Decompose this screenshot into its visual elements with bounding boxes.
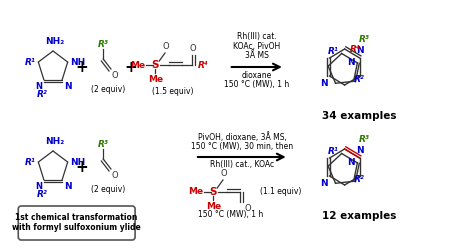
Text: Me: Me xyxy=(148,75,163,84)
Text: R³: R³ xyxy=(98,40,109,49)
Text: R²: R² xyxy=(36,90,47,99)
Text: 1st chemical transformation: 1st chemical transformation xyxy=(15,213,137,223)
Text: PivOH, dioxane, 3Å MS,: PivOH, dioxane, 3Å MS, xyxy=(198,132,287,142)
Text: S: S xyxy=(152,60,159,70)
Text: Me: Me xyxy=(206,202,221,211)
Text: R³: R³ xyxy=(359,135,370,144)
Text: NH: NH xyxy=(71,57,86,67)
Text: (2 equiv): (2 equiv) xyxy=(91,85,125,94)
Text: (1.5 equiv): (1.5 equiv) xyxy=(152,87,193,96)
Text: N: N xyxy=(64,82,72,91)
Text: N: N xyxy=(35,82,42,91)
Text: R³: R³ xyxy=(98,140,109,149)
Text: R³: R³ xyxy=(359,35,370,44)
Text: NH: NH xyxy=(71,158,86,167)
Text: 150 °C (MW), 1 h: 150 °C (MW), 1 h xyxy=(198,209,263,218)
Text: O: O xyxy=(190,44,196,53)
Text: +: + xyxy=(76,59,88,75)
Text: Rh(III) cat.: Rh(III) cat. xyxy=(237,33,277,42)
Text: S: S xyxy=(210,187,217,197)
Text: O: O xyxy=(220,169,227,178)
Text: R¹: R¹ xyxy=(25,57,36,67)
Text: 3Å MS: 3Å MS xyxy=(245,50,269,59)
Text: R¹: R¹ xyxy=(328,47,339,56)
Text: O: O xyxy=(163,42,169,51)
Text: (2 equiv): (2 equiv) xyxy=(91,185,125,194)
Text: N: N xyxy=(347,58,355,67)
Text: R²: R² xyxy=(354,75,365,84)
Text: NH₂: NH₂ xyxy=(46,137,64,146)
Text: +: + xyxy=(124,59,137,75)
Text: R¹: R¹ xyxy=(328,147,339,156)
Text: (1.1 equiv): (1.1 equiv) xyxy=(260,187,301,197)
Text: dioxane: dioxane xyxy=(242,71,272,79)
Text: N: N xyxy=(320,79,328,88)
Text: O: O xyxy=(244,204,251,213)
Text: R⁴: R⁴ xyxy=(349,45,360,53)
Text: N: N xyxy=(35,182,42,191)
Text: O: O xyxy=(112,171,118,180)
Text: Me: Me xyxy=(189,187,204,197)
Text: N: N xyxy=(356,146,364,155)
Text: NH₂: NH₂ xyxy=(46,37,64,46)
Text: Rh(III) cat., KOAc: Rh(III) cat., KOAc xyxy=(210,161,274,170)
Text: N: N xyxy=(356,46,364,55)
Text: Me: Me xyxy=(130,60,146,70)
Text: 150 °C (MW), 1 h: 150 °C (MW), 1 h xyxy=(224,79,289,88)
Text: R²: R² xyxy=(354,175,365,184)
Text: N: N xyxy=(64,182,72,191)
Text: O: O xyxy=(112,71,118,80)
Text: KOAc, PivOH: KOAc, PivOH xyxy=(233,42,281,50)
Text: +: + xyxy=(76,160,88,174)
Text: 34 examples: 34 examples xyxy=(322,111,396,121)
Text: R²: R² xyxy=(36,190,47,199)
Text: N: N xyxy=(320,179,328,188)
Text: 150 °C (MW), 30 min, then: 150 °C (MW), 30 min, then xyxy=(191,142,293,150)
FancyBboxPatch shape xyxy=(18,206,135,240)
Text: R⁴: R⁴ xyxy=(198,60,209,70)
Text: R¹: R¹ xyxy=(25,158,36,167)
Text: with formyl sulfoxonium ylide: with formyl sulfoxonium ylide xyxy=(12,224,141,233)
Text: N: N xyxy=(347,159,355,167)
Text: 12 examples: 12 examples xyxy=(322,211,396,221)
